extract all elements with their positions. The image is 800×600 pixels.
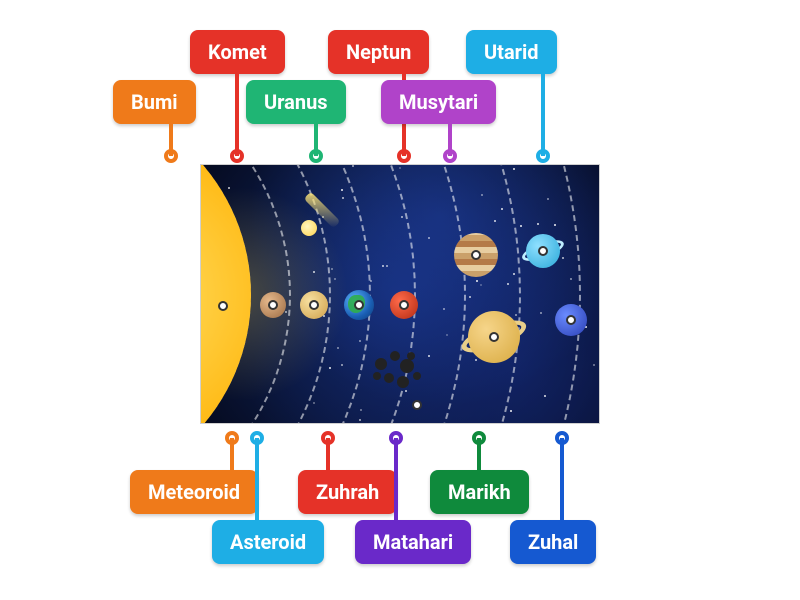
pin-icon (397, 149, 411, 163)
label-meteoroid[interactable]: Meteoroid (130, 470, 258, 514)
label-musytari[interactable]: Musytari (381, 80, 496, 124)
pin-icon (536, 149, 550, 163)
label-text: Zuhrah (316, 480, 379, 504)
label-text: Asteroid (230, 530, 306, 554)
pin-icon (225, 431, 239, 445)
pin-icon (321, 431, 335, 445)
comet (301, 220, 317, 236)
label-komet[interactable]: Komet (190, 30, 285, 74)
label-text: Neptun (346, 40, 411, 64)
drop-target-saturn[interactable] (489, 332, 499, 342)
pin-icon (164, 149, 178, 163)
pin-icon (555, 431, 569, 445)
label-text: Musytari (399, 90, 478, 114)
pin-icon (309, 149, 323, 163)
pin-icon (250, 431, 264, 445)
drop-target-neptune[interactable] (566, 315, 576, 325)
solar-system-image (200, 164, 600, 424)
drop-target-jupiter[interactable] (471, 250, 481, 260)
label-text: Marikh (448, 480, 511, 504)
label-text: Uranus (264, 90, 328, 114)
drop-target-sun[interactable] (218, 301, 228, 311)
label-text: Komet (208, 40, 267, 64)
label-text: Bumi (131, 90, 178, 114)
drop-target-mercury[interactable] (268, 300, 278, 310)
drop-target-earth[interactable] (354, 300, 364, 310)
label-asteroid[interactable]: Asteroid (212, 520, 324, 564)
label-text: Matahari (373, 530, 453, 554)
label-uranus[interactable]: Uranus (246, 80, 346, 124)
label-utarid[interactable]: Utarid (466, 30, 557, 74)
pin-icon (443, 149, 457, 163)
drop-target-asteroids[interactable] (412, 400, 422, 410)
pin-icon (472, 431, 486, 445)
pin-icon (389, 431, 403, 445)
label-marikh[interactable]: Marikh (430, 470, 529, 514)
drop-target-uranus[interactable] (538, 246, 548, 256)
label-neptun[interactable]: Neptun (328, 30, 429, 74)
drop-target-mars[interactable] (399, 300, 409, 310)
label-text: Zuhal (528, 530, 578, 554)
label-text: Meteoroid (148, 480, 240, 504)
drop-target-venus[interactable] (309, 300, 319, 310)
label-zuhrah[interactable]: Zuhrah (298, 470, 397, 514)
pin-icon (230, 149, 244, 163)
label-matahari[interactable]: Matahari (355, 520, 471, 564)
label-bumi[interactable]: Bumi (113, 80, 196, 124)
label-zuhal[interactable]: Zuhal (510, 520, 596, 564)
label-text: Utarid (484, 40, 539, 64)
